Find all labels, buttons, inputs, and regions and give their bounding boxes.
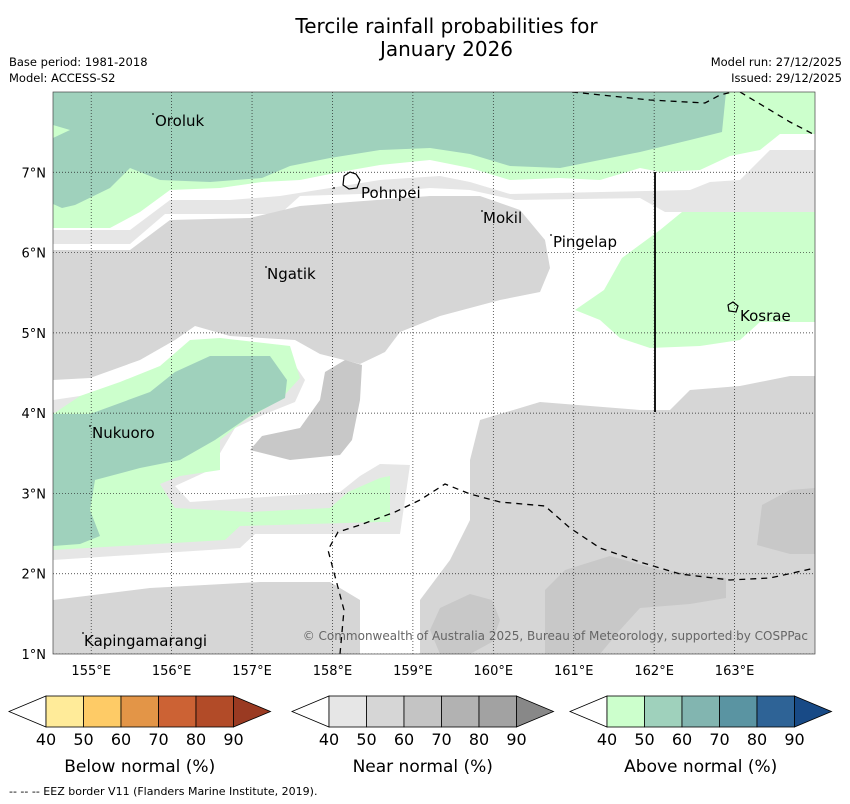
legend-tick-label: 70 — [148, 730, 168, 749]
legend-swatch — [120, 695, 159, 728]
legend-swatch — [195, 695, 234, 728]
above-normal-40-50-southwest — [53, 338, 390, 550]
model-text: Model: ACCESS-S2 — [9, 71, 116, 85]
lat-tick-label: 6°N — [22, 247, 47, 262]
lon-tick-label: 157°E — [232, 664, 272, 679]
place-label-pohnpei: Pohnpei — [361, 184, 421, 202]
lat-tick-label: 3°N — [22, 487, 47, 502]
map-frame — [52, 91, 816, 655]
legend-tick-label: 90 — [784, 730, 804, 749]
model-run-text: Model run: 27/12/2025 — [710, 55, 842, 69]
legend-swatch — [83, 695, 122, 728]
legend-swatch — [644, 695, 683, 728]
legend-tick-label: 80 — [747, 730, 767, 749]
legend-swatch — [403, 695, 442, 728]
legend-tick-label: 60 — [394, 730, 414, 749]
legend-arrow-high — [516, 695, 555, 728]
legend-title: Near normal (%) — [353, 757, 493, 777]
legend-swatch — [756, 695, 795, 728]
legend-swatch — [478, 695, 517, 728]
eez-borders — [327, 92, 815, 654]
legend-arrow-low — [290, 695, 330, 728]
legend-near-normal: 40 50 60 70 80 90 Near normal (%) — [290, 695, 555, 777]
legend-swatch — [45, 695, 84, 728]
eez-footer-note: -- -- -- EEZ border V11 (Flanders Marine… — [9, 785, 318, 798]
chart-title-line1: Tercile rainfall probabilities for — [295, 14, 598, 38]
lat-tick-label: 1°N — [22, 648, 47, 663]
legend-tick-label: 70 — [709, 730, 729, 749]
lon-tick-label: 162°E — [634, 664, 674, 679]
place-label-nukuoro: Nukuoro — [92, 424, 155, 442]
lon-tick-label: 158°E — [313, 664, 353, 679]
legend-tick-label: 80 — [186, 730, 206, 749]
lat-tick-label: 5°N — [22, 327, 47, 342]
legend-swatch — [681, 695, 720, 728]
legend-swatch — [158, 695, 197, 728]
above-normal-40-50-kosrae — [575, 212, 815, 348]
legend-swatch — [328, 695, 367, 728]
latitude-axis: 7°N 6°N 5°N 4°N 3°N 2°N 1°N — [22, 166, 47, 663]
legend-swatch — [606, 695, 645, 728]
legend-arrow-high — [794, 695, 833, 728]
kosrae-island — [727, 301, 739, 313]
lat-tick-label: 7°N — [22, 166, 47, 181]
place-label-kapingamarangi: Kapingamarangi — [84, 632, 207, 650]
legend-tick-label: 60 — [672, 730, 692, 749]
place-markers — [82, 113, 552, 634]
legend-tick-label: 40 — [319, 730, 339, 749]
near-normal-50-60-south-b — [53, 582, 360, 654]
legend-tick-label: 90 — [506, 730, 526, 749]
place-label-mokil: Mokil — [483, 209, 522, 227]
map-panel — [53, 92, 815, 654]
place-label-ngatik: Ngatik — [267, 265, 316, 283]
legend-tick-label: 80 — [469, 730, 489, 749]
legend-swatch — [366, 695, 405, 728]
above-normal-50-60-north — [53, 92, 726, 208]
legend-tick-label: 90 — [223, 730, 243, 749]
legend-above-normal: 40 50 60 70 80 90 Above normal (%) — [568, 695, 833, 777]
lat-tick-label: 2°N — [22, 568, 47, 583]
lon-tick-label: 156°E — [152, 664, 192, 679]
lon-tick-label: 159°E — [393, 664, 433, 679]
lon-tick-label: 160°E — [474, 664, 514, 679]
lat-tick-label: 4°N — [22, 407, 47, 422]
place-label-oroluk: Oroluk — [155, 112, 204, 130]
near-normal-50-60-region — [53, 196, 550, 380]
legend-below-normal: 40 50 60 70 80 90 Below normal (%) — [7, 695, 272, 777]
above-normal-50-60-southwest — [53, 356, 287, 546]
near-normal-60-70-patch-2 — [430, 594, 500, 654]
issued-text: Issued: 29/12/2025 — [731, 71, 842, 85]
lon-tick-label: 163°E — [715, 664, 755, 679]
legend-tick-label: 50 — [356, 730, 376, 749]
legend-tick-label: 50 — [634, 730, 654, 749]
legend-title: Above normal (%) — [624, 757, 777, 777]
legend-tick-label: 60 — [111, 730, 131, 749]
legend-tick-label: 50 — [73, 730, 93, 749]
legend-tick-label: 40 — [36, 730, 56, 749]
copyright-text: © Commonwealth of Australia 2025, Bureau… — [303, 629, 808, 643]
place-label-pingelap: Pingelap — [553, 233, 617, 251]
chart-title-line2: January 2026 — [379, 37, 514, 61]
lon-tick-label: 161°E — [554, 664, 594, 679]
legend-arrow-low — [568, 695, 608, 728]
lon-tick-label: 155°E — [71, 664, 111, 679]
base-period-text: Base period: 1981-2018 — [9, 55, 148, 69]
legend-title: Below normal (%) — [64, 757, 215, 777]
longitude-axis: 155°E 156°E 157°E 158°E 159°E 160°E 161°E 162°E… — [71, 664, 754, 679]
graticule — [53, 92, 815, 654]
legend-tick-label: 70 — [431, 730, 451, 749]
near-normal-light-region — [53, 150, 815, 244]
legend-swatch — [441, 695, 480, 728]
legend-swatch — [719, 695, 758, 728]
legend-tick-label: 40 — [597, 730, 617, 749]
legend-arrow-low — [7, 695, 47, 728]
place-label-kosrae: Kosrae — [740, 307, 791, 325]
near-normal-60-70-patch-4 — [757, 488, 815, 554]
near-normal-60-70-patch-1 — [250, 360, 362, 460]
near-normal-60-70-patch-3 — [545, 556, 726, 654]
legend-arrow-high — [233, 695, 272, 728]
